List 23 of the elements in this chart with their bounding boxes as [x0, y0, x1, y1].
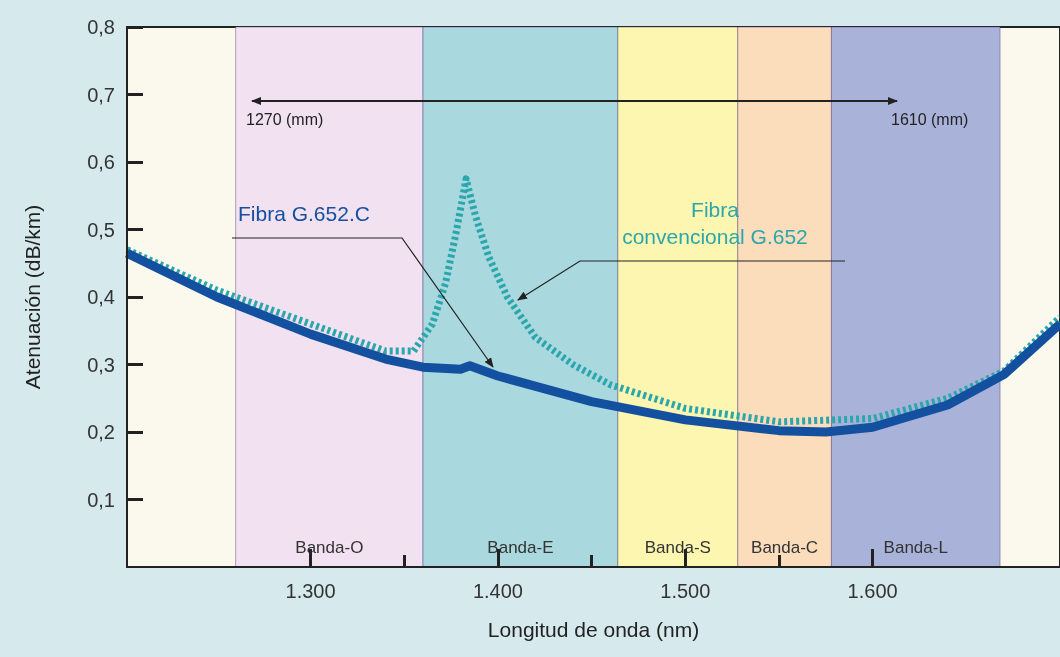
text: Fibra convencional G.652 — [621, 197, 809, 250]
x-tick-label: 1.500 — [660, 580, 711, 602]
y-tick-label: 0,4 — [87, 286, 115, 308]
x-tick-label: 1.400 — [472, 580, 523, 602]
band-label: Banda-E — [487, 537, 554, 557]
band-label: Banda-S — [644, 537, 711, 557]
y-tick-label: 0,2 — [87, 421, 115, 443]
y-tick-label: 0,5 — [87, 218, 115, 241]
x-tick-label: 1.600 — [847, 580, 898, 602]
band-label: Banda-C — [751, 537, 819, 557]
y-axis-title: Atenuación (dB/km) — [21, 204, 44, 390]
annotation: 1270 (mm) — [246, 111, 324, 129]
y-tick-label: 0,3 — [87, 353, 115, 376]
text: Fibra G.652.C — [238, 202, 370, 226]
band-label: Banda-O — [295, 537, 364, 557]
y-tick-label: 0,8 — [87, 16, 115, 38]
annotation: 1610 (mm) — [891, 111, 969, 129]
x-tick-label: 1.300 — [285, 580, 336, 602]
band-label: Banda-L — [883, 537, 948, 557]
y-tick-label: 0,1 — [87, 488, 115, 511]
y-tick-label: 0,6 — [87, 151, 115, 173]
y-tick-label: 0,7 — [87, 83, 115, 106]
x-axis-title: Longitud de onda (nm) — [487, 618, 700, 641]
